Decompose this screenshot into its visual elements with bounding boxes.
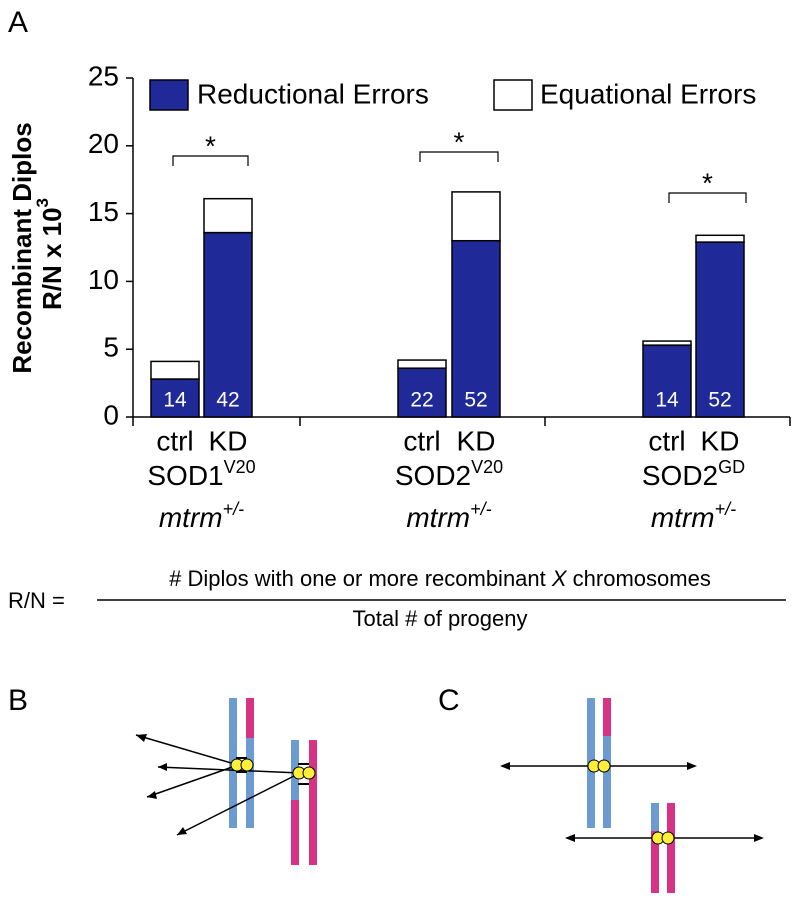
significance-bracket: [419, 151, 499, 162]
numerator-x: X: [551, 566, 568, 591]
group-label: SOD2GD: [642, 457, 745, 492]
y-tick-label: 20: [88, 128, 119, 159]
genotype-label: mtrm+/-: [406, 499, 491, 534]
y-label-sup: 3: [33, 198, 52, 207]
y-tick-label: 0: [103, 399, 119, 430]
significance-star: *: [702, 167, 713, 198]
group-name: SOD1: [147, 460, 223, 491]
group-name: SOD2: [642, 460, 718, 491]
x-tick-label: ctrl: [648, 425, 685, 456]
y-label-line: R/N x 10: [37, 207, 67, 310]
formula-numerator: # Diplos with one or more recombinant X …: [169, 566, 711, 591]
bar-segment: [397, 359, 447, 369]
group-label: SOD2V20: [395, 457, 503, 492]
numerator-text: # Diplos with one or more recombinant: [169, 566, 552, 591]
legend-swatch: [149, 79, 189, 111]
group-label: SOD1V20: [147, 457, 255, 492]
bar-segment: [451, 191, 501, 242]
genotype-name: mtrm: [159, 502, 223, 533]
x-tick-label: KD: [209, 425, 248, 456]
significance-bracket: [172, 155, 249, 166]
x-tick-label: ctrl: [156, 425, 193, 456]
bar-n-label: 14: [163, 389, 187, 412]
genotype-sup: +/-: [223, 499, 245, 519]
group-sup: V20: [471, 457, 503, 477]
legend-label: Reductional Errors: [197, 78, 429, 109]
significance-star: *: [454, 126, 465, 157]
diagram-c: [500, 698, 764, 893]
bar-n-label: 42: [216, 389, 239, 412]
genotype-label: mtrm+/-: [159, 499, 244, 534]
bar-n-label: 52: [708, 389, 731, 412]
bar-n-label: 14: [655, 389, 679, 412]
genotype-label: mtrm+/-: [651, 499, 736, 534]
group-sup: V20: [224, 457, 256, 477]
y-tick-label: 15: [88, 196, 119, 227]
panel-label: A: [8, 6, 28, 39]
y-tick-label: 10: [88, 264, 119, 295]
bar-segment: [695, 241, 745, 418]
y-axis-label: Recombinant DiplosR/N x 103: [7, 122, 67, 373]
x-tick-label: KD: [457, 425, 496, 456]
x-tick-label: ctrl: [403, 425, 440, 456]
legend-label: Equational Errors: [540, 78, 756, 109]
genotype-sup: +/-: [715, 499, 737, 519]
numerator-text: chromosomes: [567, 566, 711, 591]
panel-label: C: [438, 684, 460, 717]
formula-denominator: Total # of progeny: [353, 606, 528, 631]
bar-segment: [451, 239, 501, 418]
bar-segment: [695, 234, 745, 243]
bar-segment: [642, 344, 692, 418]
bar-n-label: 52: [464, 389, 487, 412]
significance-star: *: [205, 130, 216, 161]
x-tick-label: KD: [701, 425, 740, 456]
diagram-b: [135, 698, 317, 865]
group-name: SOD2: [395, 460, 471, 491]
group-sup: GD: [718, 457, 745, 477]
bar-segment: [150, 360, 200, 380]
bar-segment: [203, 197, 253, 234]
genotype-name: mtrm: [651, 502, 715, 533]
y-label-line: Recombinant Diplos: [7, 122, 37, 373]
significance-bracket: [668, 192, 747, 203]
y-tick-label: 5: [103, 332, 119, 363]
formula-lhs: R/N =: [8, 588, 65, 613]
bar-segment: [642, 340, 692, 346]
genotype-sup: +/-: [470, 499, 492, 519]
legend-swatch: [493, 79, 533, 111]
panel-label: B: [8, 684, 28, 717]
y-tick-label: 25: [88, 60, 119, 91]
bar-n-label: 22: [410, 389, 433, 412]
genotype-name: mtrm: [406, 502, 470, 533]
